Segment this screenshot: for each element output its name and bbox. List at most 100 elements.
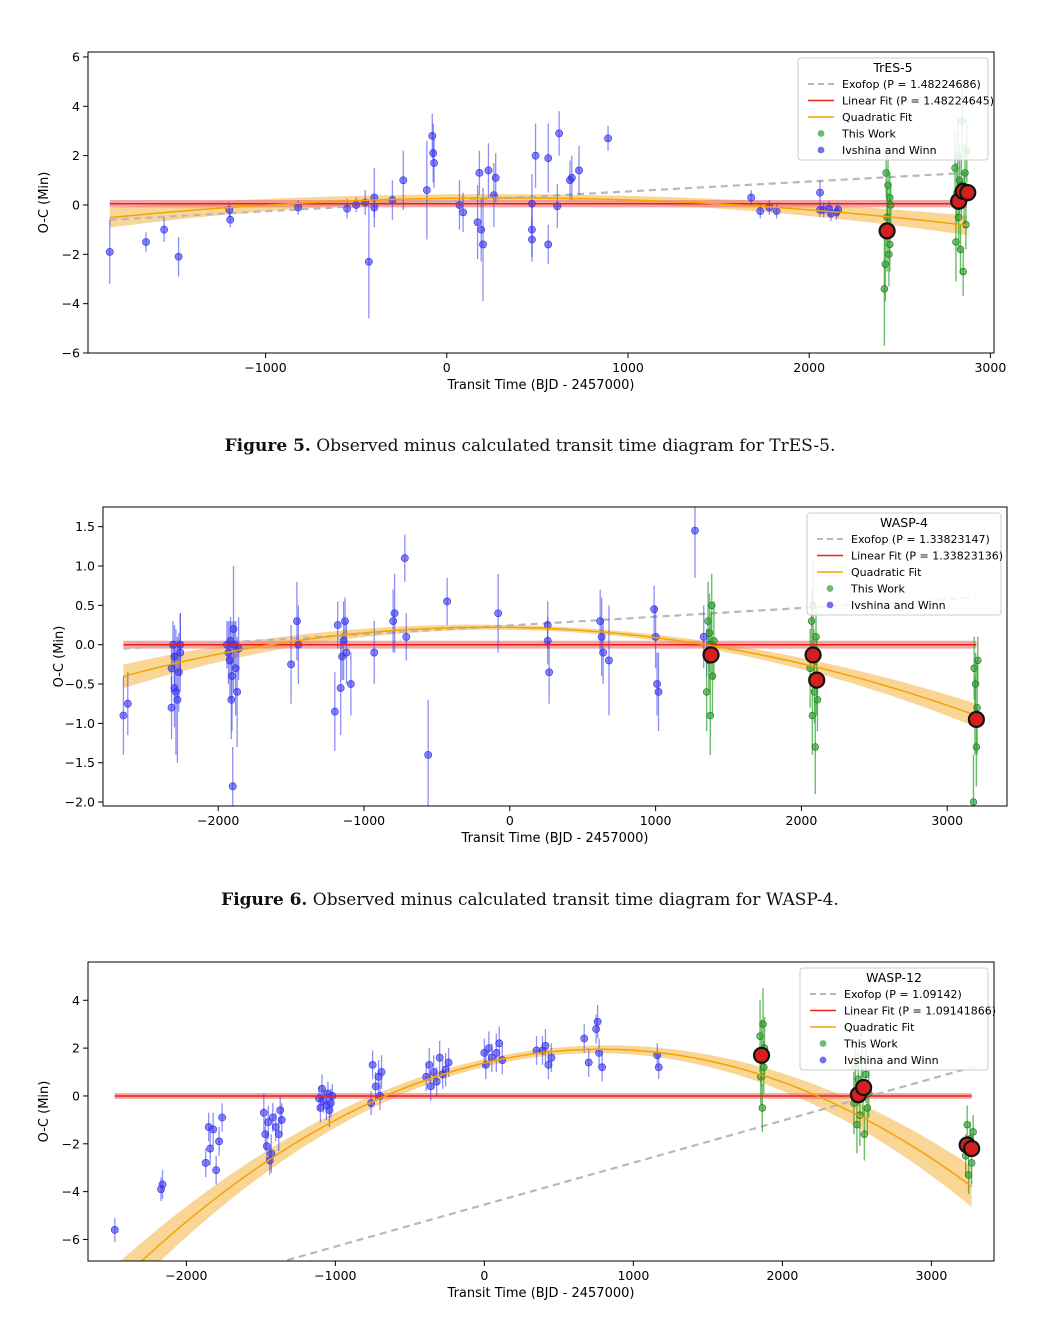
ivshina-point [484, 166, 493, 175]
y-tick-label: 4 [72, 993, 80, 1008]
ivshina-point [425, 1060, 434, 1069]
ivshina-point [593, 1017, 602, 1026]
figure-6-panel: −2000 −1000 0 1000 2000 3000 −2.0 −1.5 −1.0 −0.5 0… [0, 495, 1060, 860]
ivshina-point [443, 597, 452, 606]
this-work-point [959, 267, 967, 276]
x-tick-label: 3000 [931, 813, 963, 828]
this-work-point [887, 201, 895, 209]
ivshina-point [477, 225, 486, 234]
ivshina-point [429, 149, 438, 158]
this-work-point [710, 637, 718, 645]
ivshina-point [756, 207, 765, 216]
this-work-point [954, 213, 963, 222]
x-tick-label: 2000 [766, 1268, 798, 1283]
y-axis-label: O-C (Min) [37, 172, 52, 234]
legend-box [799, 967, 989, 1071]
ivshina-point [226, 215, 235, 224]
binned-point [959, 184, 977, 202]
figure-6-text: Observed minus calculated transit time d… [312, 890, 839, 910]
binned-point [967, 710, 985, 729]
figure-5-label: Figure 5. [224, 436, 311, 456]
ivshina-point [333, 621, 342, 629]
this-work-point [812, 633, 820, 641]
ivshina-point [105, 247, 114, 256]
ivshina-point [364, 257, 373, 266]
this-work-point [969, 1128, 977, 1136]
ivshina-point [201, 1159, 210, 1167]
ivshina-point [336, 684, 345, 692]
ivshina-point [545, 668, 554, 677]
legend-entry: This Work [850, 583, 905, 596]
this-work-point [807, 617, 816, 625]
x-axis-label: Transit Time (BJD - 2457000) [447, 378, 635, 393]
ivshina-point [233, 688, 242, 696]
legend-entry: Quadratic Fit [851, 566, 922, 579]
ivshina-point [422, 186, 431, 195]
legend-title: TrES-5 [872, 60, 912, 75]
ivshina-point [318, 1084, 326, 1093]
x-tick-label: 0 [506, 813, 514, 828]
x-tick-label: 1000 [617, 1268, 649, 1283]
ivshina-point [592, 1025, 601, 1033]
ivshina-point [352, 201, 361, 209]
figure-6-caption: Figure 6. Observed minus calculated tran… [0, 890, 1060, 910]
ivshina-point [479, 240, 487, 249]
plot-frame [87, 51, 995, 354]
legend-entry: This Work [843, 1038, 898, 1051]
ivshina-point [215, 1137, 224, 1146]
ivshina-point [276, 1106, 285, 1115]
ivshina-point [173, 695, 182, 704]
ivshina-point [123, 699, 132, 708]
x-tick-label: 2000 [786, 813, 818, 828]
ivshina-point [389, 617, 398, 625]
legend-box [797, 57, 989, 161]
ivshina-point [267, 1149, 276, 1158]
wasp4-plot: −2000 −1000 0 1000 2000 3000 −2.0 −1.5 −1.0 −0.5 0… [52, 506, 1008, 846]
exofop-line [280, 1063, 981, 1261]
this-work-point [886, 240, 894, 249]
ivshina-point [816, 188, 824, 197]
y-tick-label: 1.5 [75, 519, 95, 534]
quadratic-fit-line [109, 197, 967, 227]
ivshina-point [262, 1142, 271, 1151]
ivshina-point [370, 203, 379, 212]
ivshina-point [228, 782, 237, 791]
ivshina-point [544, 240, 553, 249]
ivshina-point [544, 154, 553, 162]
y-tick-label: 0.0 [75, 637, 95, 652]
this-work-point [758, 1104, 766, 1112]
ivshina-point [110, 1226, 119, 1234]
ivshina-point [555, 129, 564, 138]
tres5-plot: −1000 0 1000 2000 3000 −6 −4 −2 0 2 4 6 Transit Time… [37, 49, 1006, 393]
plot-frame [102, 506, 1008, 807]
ivshina-point [691, 526, 699, 535]
y-tick-label: −2.0 [65, 795, 95, 810]
legend-handle-this-work [817, 130, 825, 137]
this-work-point [885, 250, 893, 259]
ivshina-point [491, 173, 500, 182]
binned-point [878, 222, 896, 240]
legend-entry: Ivshina and Winn [851, 599, 946, 612]
this-work-point [882, 169, 890, 177]
ivshina-point [599, 648, 608, 657]
figure-5-caption: Figure 5. Observed minus calculated tran… [0, 436, 1060, 456]
ivshina-point [444, 1058, 453, 1067]
this-work-point [880, 285, 889, 293]
y-axis-label: O-C (Min) [52, 626, 67, 688]
figure-5-text: Observed minus calculated transit time d… [316, 436, 836, 456]
ivshina-point [428, 131, 437, 140]
legend-entry: Ivshina and Winn [844, 1054, 939, 1067]
ivshina-point [400, 554, 409, 563]
ivshina-point [158, 1180, 167, 1189]
x-tick-label: 3000 [916, 1268, 948, 1283]
x-axis-label: Transit Time (BJD - 2457000) [461, 831, 649, 846]
ivshina-point [259, 1108, 268, 1117]
legend-handle-ivshina [819, 1056, 827, 1064]
ivshina-point [654, 688, 663, 696]
ivshina-point [176, 648, 185, 657]
plot-area [110, 988, 981, 1261]
legend-title: WASP-4 [880, 515, 928, 530]
y-tick-label: −2 [62, 247, 80, 262]
figure-6-label: Figure 6. [221, 890, 308, 910]
legend-handle-ivshina [826, 601, 834, 609]
